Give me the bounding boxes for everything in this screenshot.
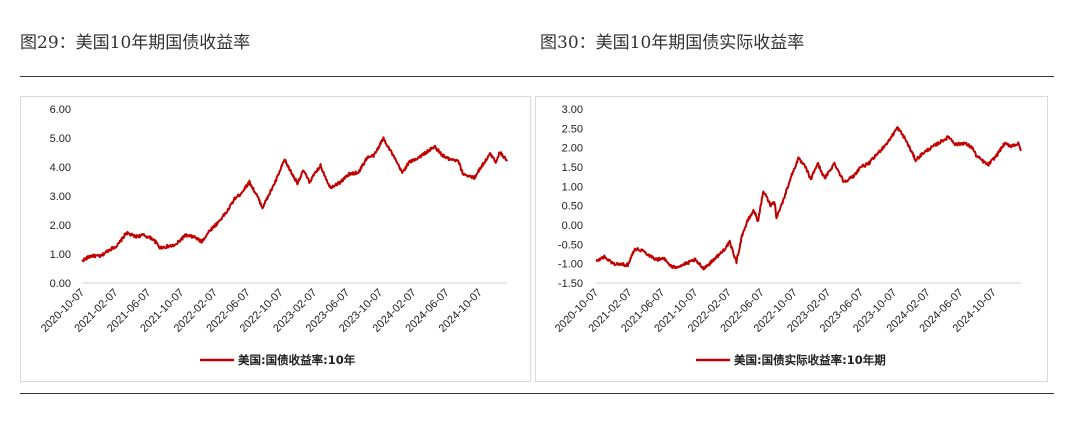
y-tick-label: 3.00 [50, 191, 71, 203]
legend-label: 美国:国债收益率:10年 [238, 353, 356, 367]
bottom-rule [20, 393, 1054, 394]
y-tick-label: 1.50 [562, 162, 583, 174]
y-tick-label: 2.50 [562, 123, 583, 135]
y-tick-label: 5.00 [50, 133, 71, 145]
yield-chart-svg: 0.001.002.003.004.005.006.002020-10-0720… [39, 104, 508, 367]
y-tick-label: 4.00 [50, 162, 71, 174]
y-tick-label: 2.00 [50, 220, 71, 232]
chart-panel-real-yield: -1.50 -1.00 -0.50 0.00 0.50 1.00 1.50 2.00 2.50 3… [535, 96, 1048, 382]
legend-label: 美国:国债实际收益率:10年期 [734, 353, 886, 367]
y-tick-label: 1.00 [562, 181, 583, 193]
y-tick-label: -1.00 [558, 259, 583, 271]
series-line [595, 126, 1022, 271]
series-line [81, 136, 508, 263]
y-tick-label: 0.00 [562, 220, 583, 232]
y-tick-label: -0.50 [558, 239, 583, 251]
top-rule [20, 76, 1054, 77]
y-tick-label: 3.00 [562, 104, 583, 116]
y-tick-label: 0.00 [50, 278, 71, 290]
y-tick-label: 2.00 [562, 143, 583, 155]
figure-title-right: 图30：美国10年期国债实际收益率 [540, 33, 805, 53]
figure-title-left: 图29：美国10年期国债收益率 [20, 33, 251, 53]
y-tick-label: -1.50 [558, 278, 583, 290]
y-tick-label: 6.00 [50, 104, 71, 116]
y-tick-label: 1.00 [50, 249, 71, 261]
real-yield-chart-svg: -1.50 -1.00 -0.50 0.00 0.50 1.00 1.50 2.00 2.50 3… [553, 104, 1022, 367]
chart-panel-yield: 0.00 1.00 2.00 3.00 4.00 5.00 6.00 2020-10-07 20… [20, 96, 531, 382]
y-tick-label: 0.50 [562, 201, 583, 213]
